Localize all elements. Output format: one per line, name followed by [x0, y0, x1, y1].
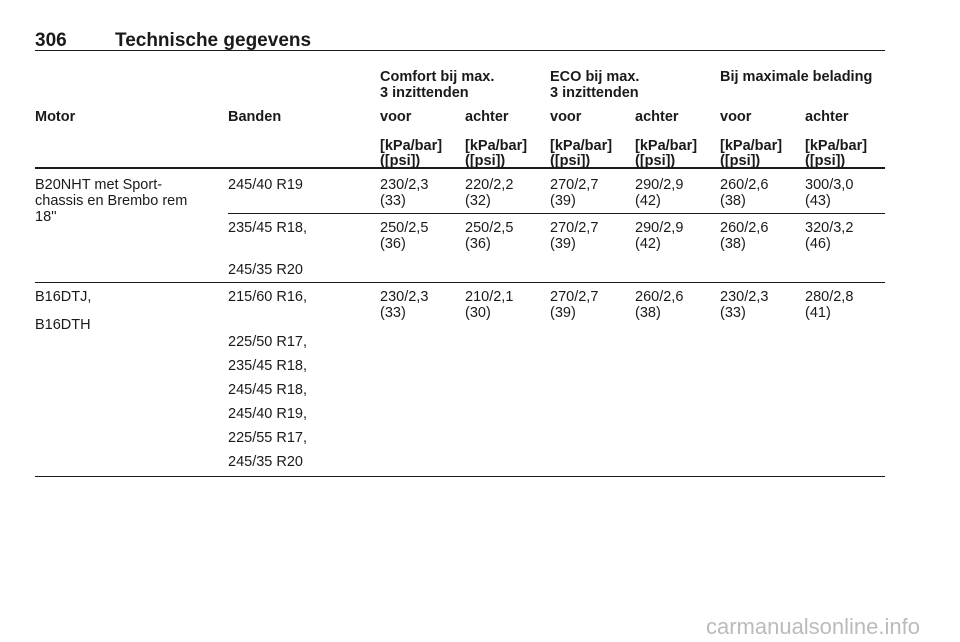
- pressure: 230/2,3: [380, 177, 429, 193]
- pressure: (36): [465, 236, 491, 252]
- pressure: 250/2,5: [380, 220, 429, 236]
- pressure: 270/2,7: [550, 289, 599, 305]
- motor: chassis en Brembo rem: [35, 193, 188, 209]
- unit-header: ([psi]): [550, 153, 591, 169]
- pressure: (43): [805, 193, 831, 209]
- pressure: (30): [465, 305, 491, 321]
- watermark: carmanualsonline.info: [705, 614, 920, 639]
- pressure: (46): [805, 236, 831, 252]
- tyre-size: 245/35 R20: [228, 454, 303, 470]
- column-header: voor: [380, 109, 412, 125]
- page-title: Technische gegevens: [115, 30, 312, 51]
- unit-header: ([psi]): [380, 153, 421, 169]
- pressure: (32): [465, 193, 491, 209]
- pressure: (38): [720, 236, 746, 252]
- tyre-size: 215/60 R16,: [228, 289, 308, 305]
- group-header: Bij maximale belading: [720, 69, 873, 85]
- header-rule: [35, 167, 885, 169]
- pressure: 260/2,6: [720, 220, 769, 236]
- pressure: 290/2,9: [635, 220, 684, 236]
- pressure: (39): [550, 193, 576, 209]
- motor: 18'': [35, 209, 57, 225]
- tyre-size: 225/50 R17,: [228, 334, 308, 350]
- pressure: 210/2,1: [465, 289, 514, 305]
- column-header: Banden: [228, 109, 282, 125]
- table-end-rule: [35, 476, 885, 477]
- pressure: (38): [635, 305, 661, 321]
- pressure: 260/2,6: [635, 289, 684, 305]
- unit-header: ([psi]): [720, 153, 761, 169]
- unit-header: [kPa/bar]: [720, 138, 783, 154]
- pressure: (33): [720, 305, 746, 321]
- tyre-size: 245/40 R19: [228, 177, 303, 193]
- pressure: 280/2,8: [805, 289, 854, 305]
- pressure: 250/2,5: [465, 220, 514, 236]
- tyre-size: 245/35 R20: [228, 262, 303, 278]
- unit-header: ([psi]): [465, 153, 506, 169]
- pressure: (39): [550, 305, 576, 321]
- title-rule: [35, 50, 885, 51]
- pressure: 270/2,7: [550, 177, 599, 193]
- unit-header: ([psi]): [635, 153, 676, 169]
- pressure: (41): [805, 305, 831, 321]
- pressure: 270/2,7: [550, 220, 599, 236]
- motor: B20NHT met Sport-: [35, 177, 163, 193]
- pressure: (42): [635, 193, 661, 209]
- unit-header: ([psi]): [805, 153, 846, 169]
- unit-header: [kPa/bar]: [635, 138, 698, 154]
- unit-header: [kPa/bar]: [380, 138, 443, 154]
- tyre-size: 235/45 R18,: [228, 220, 308, 236]
- group-rule: [35, 282, 885, 283]
- row-rule: [228, 213, 885, 214]
- tyre-size: 245/40 R19,: [228, 406, 308, 422]
- page-number: 306: [35, 30, 67, 51]
- pressure: (33): [380, 193, 406, 209]
- column-header: voor: [550, 109, 582, 125]
- group-header: 3 inzittenden: [380, 85, 469, 101]
- pressure: (36): [380, 236, 406, 252]
- tyre-size: 245/45 R18,: [228, 382, 308, 398]
- group-header: ECO bij max.: [550, 69, 640, 85]
- column-header: achter: [635, 109, 679, 125]
- pressure: 230/2,3: [380, 289, 429, 305]
- column-header: achter: [465, 109, 509, 125]
- pressure: (42): [635, 236, 661, 252]
- group-header: 3 inzittenden: [550, 85, 639, 101]
- column-header: achter: [805, 109, 849, 125]
- pressure: 320/3,2: [805, 220, 854, 236]
- motor: B16DTJ,: [35, 289, 92, 305]
- unit-header: [kPa/bar]: [465, 138, 528, 154]
- unit-header: [kPa/bar]: [550, 138, 613, 154]
- column-header: Motor: [35, 109, 76, 125]
- pressure: 220/2,2: [465, 177, 514, 193]
- pressure: (38): [720, 193, 746, 209]
- group-header: Comfort bij max.: [380, 69, 495, 85]
- tyre-size: 235/45 R18,: [228, 358, 308, 374]
- pressure: (33): [380, 305, 406, 321]
- column-header: voor: [720, 109, 752, 125]
- motor: B16DTH: [35, 317, 91, 333]
- pressure: 290/2,9: [635, 177, 684, 193]
- pressure: 300/3,0: [805, 177, 854, 193]
- pressure: (39): [550, 236, 576, 252]
- pressure: 260/2,6: [720, 177, 769, 193]
- tyre-size: 225/55 R17,: [228, 430, 308, 446]
- unit-header: [kPa/bar]: [805, 138, 868, 154]
- pressure: 230/2,3: [720, 289, 769, 305]
